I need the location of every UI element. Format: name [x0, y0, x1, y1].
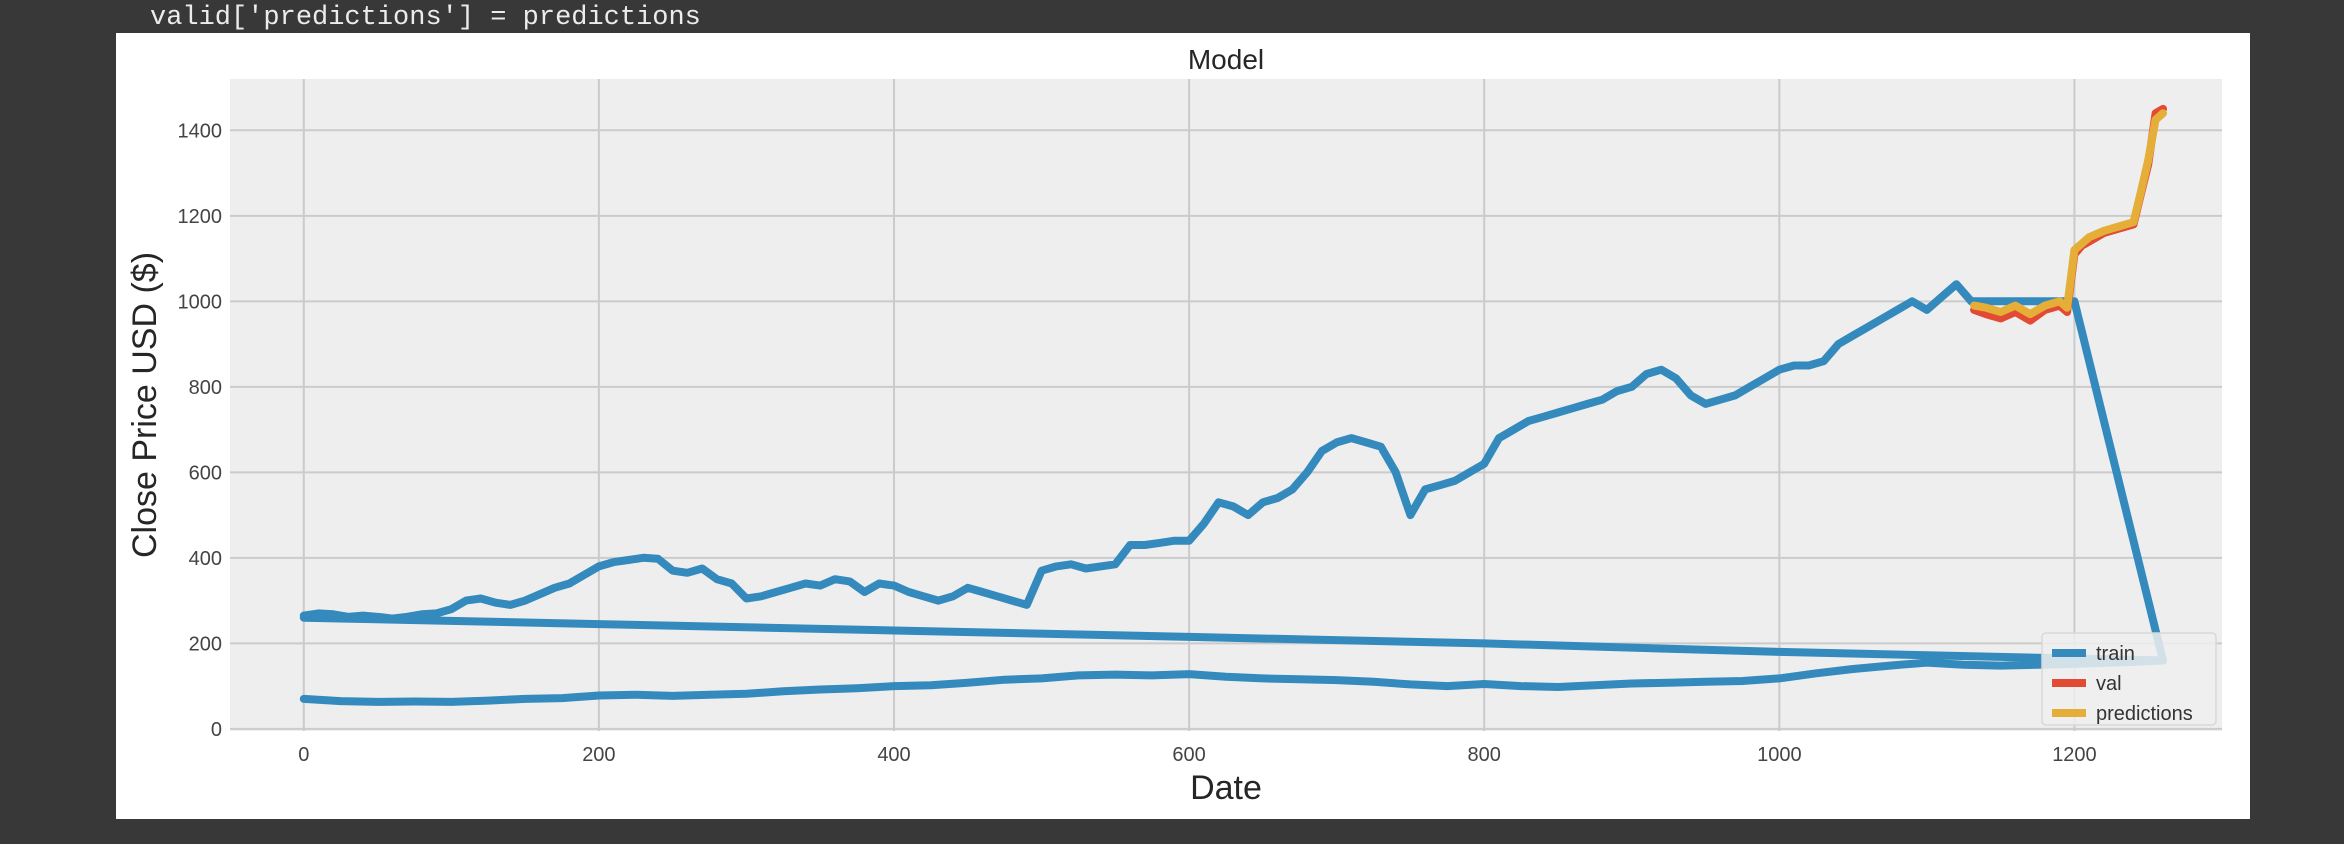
y-tick-label: 1200: [178, 206, 223, 228]
x-tick-label: 400: [877, 744, 910, 766]
x-tick-label: 0: [298, 744, 309, 766]
y-tick-label: 0: [211, 719, 222, 741]
legend-label-val: val: [2096, 673, 2122, 695]
y-tick-label: 800: [189, 377, 222, 399]
series-predictions: [1970, 109, 2167, 319]
series-line-predictions: [1970, 109, 2167, 319]
grid: [230, 79, 2222, 731]
x-tick-label: 1200: [2052, 744, 2097, 766]
plot-area: [230, 79, 2222, 731]
series-train: [299, 280, 2167, 706]
x-tick-label: 200: [582, 744, 615, 766]
x-tick-label: 800: [1468, 744, 1501, 766]
chart-title: Model: [1188, 44, 1264, 75]
legend: train val predictions: [2041, 632, 2217, 726]
y-tick-label: 1000: [178, 291, 223, 313]
series-line-train: [299, 280, 1976, 623]
y-axis-label: Close Price USD ($): [126, 252, 164, 558]
y-tick-label: 400: [189, 548, 222, 570]
y-tick-label: 200: [189, 633, 222, 655]
series-line-train: [1967, 297, 2167, 665]
x-tick-label: 600: [1172, 744, 1205, 766]
code-line: valid['predictions'] = predictions: [150, 3, 701, 33]
series-line-train: [299, 613, 2167, 665]
series-line-train: [299, 656, 2167, 706]
x-tick-label: 1000: [1757, 744, 1802, 766]
output-cell: 0 200 400 600 800 1000 1200 0 200 400 600 800 1000 12…: [116, 33, 2250, 819]
legend-label-train: train: [2096, 643, 2135, 665]
y-tick-label: 1400: [178, 120, 223, 142]
x-axis-label: Date: [1190, 769, 1262, 807]
y-tick-label: 600: [189, 462, 222, 484]
legend-label-predictions: predictions: [2096, 703, 2193, 725]
chart: 0 200 400 600 800 1000 1200 0 200 400 600 800 1000 12…: [126, 44, 2222, 807]
